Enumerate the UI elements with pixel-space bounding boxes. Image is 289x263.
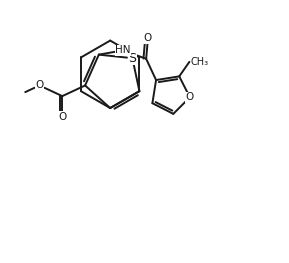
Text: O: O bbox=[144, 33, 152, 43]
Text: O: O bbox=[58, 112, 66, 122]
Text: O: O bbox=[186, 92, 194, 102]
Text: O: O bbox=[35, 80, 44, 90]
Text: S: S bbox=[128, 52, 136, 65]
Text: HN: HN bbox=[115, 45, 131, 55]
Text: CH₃: CH₃ bbox=[190, 57, 209, 67]
